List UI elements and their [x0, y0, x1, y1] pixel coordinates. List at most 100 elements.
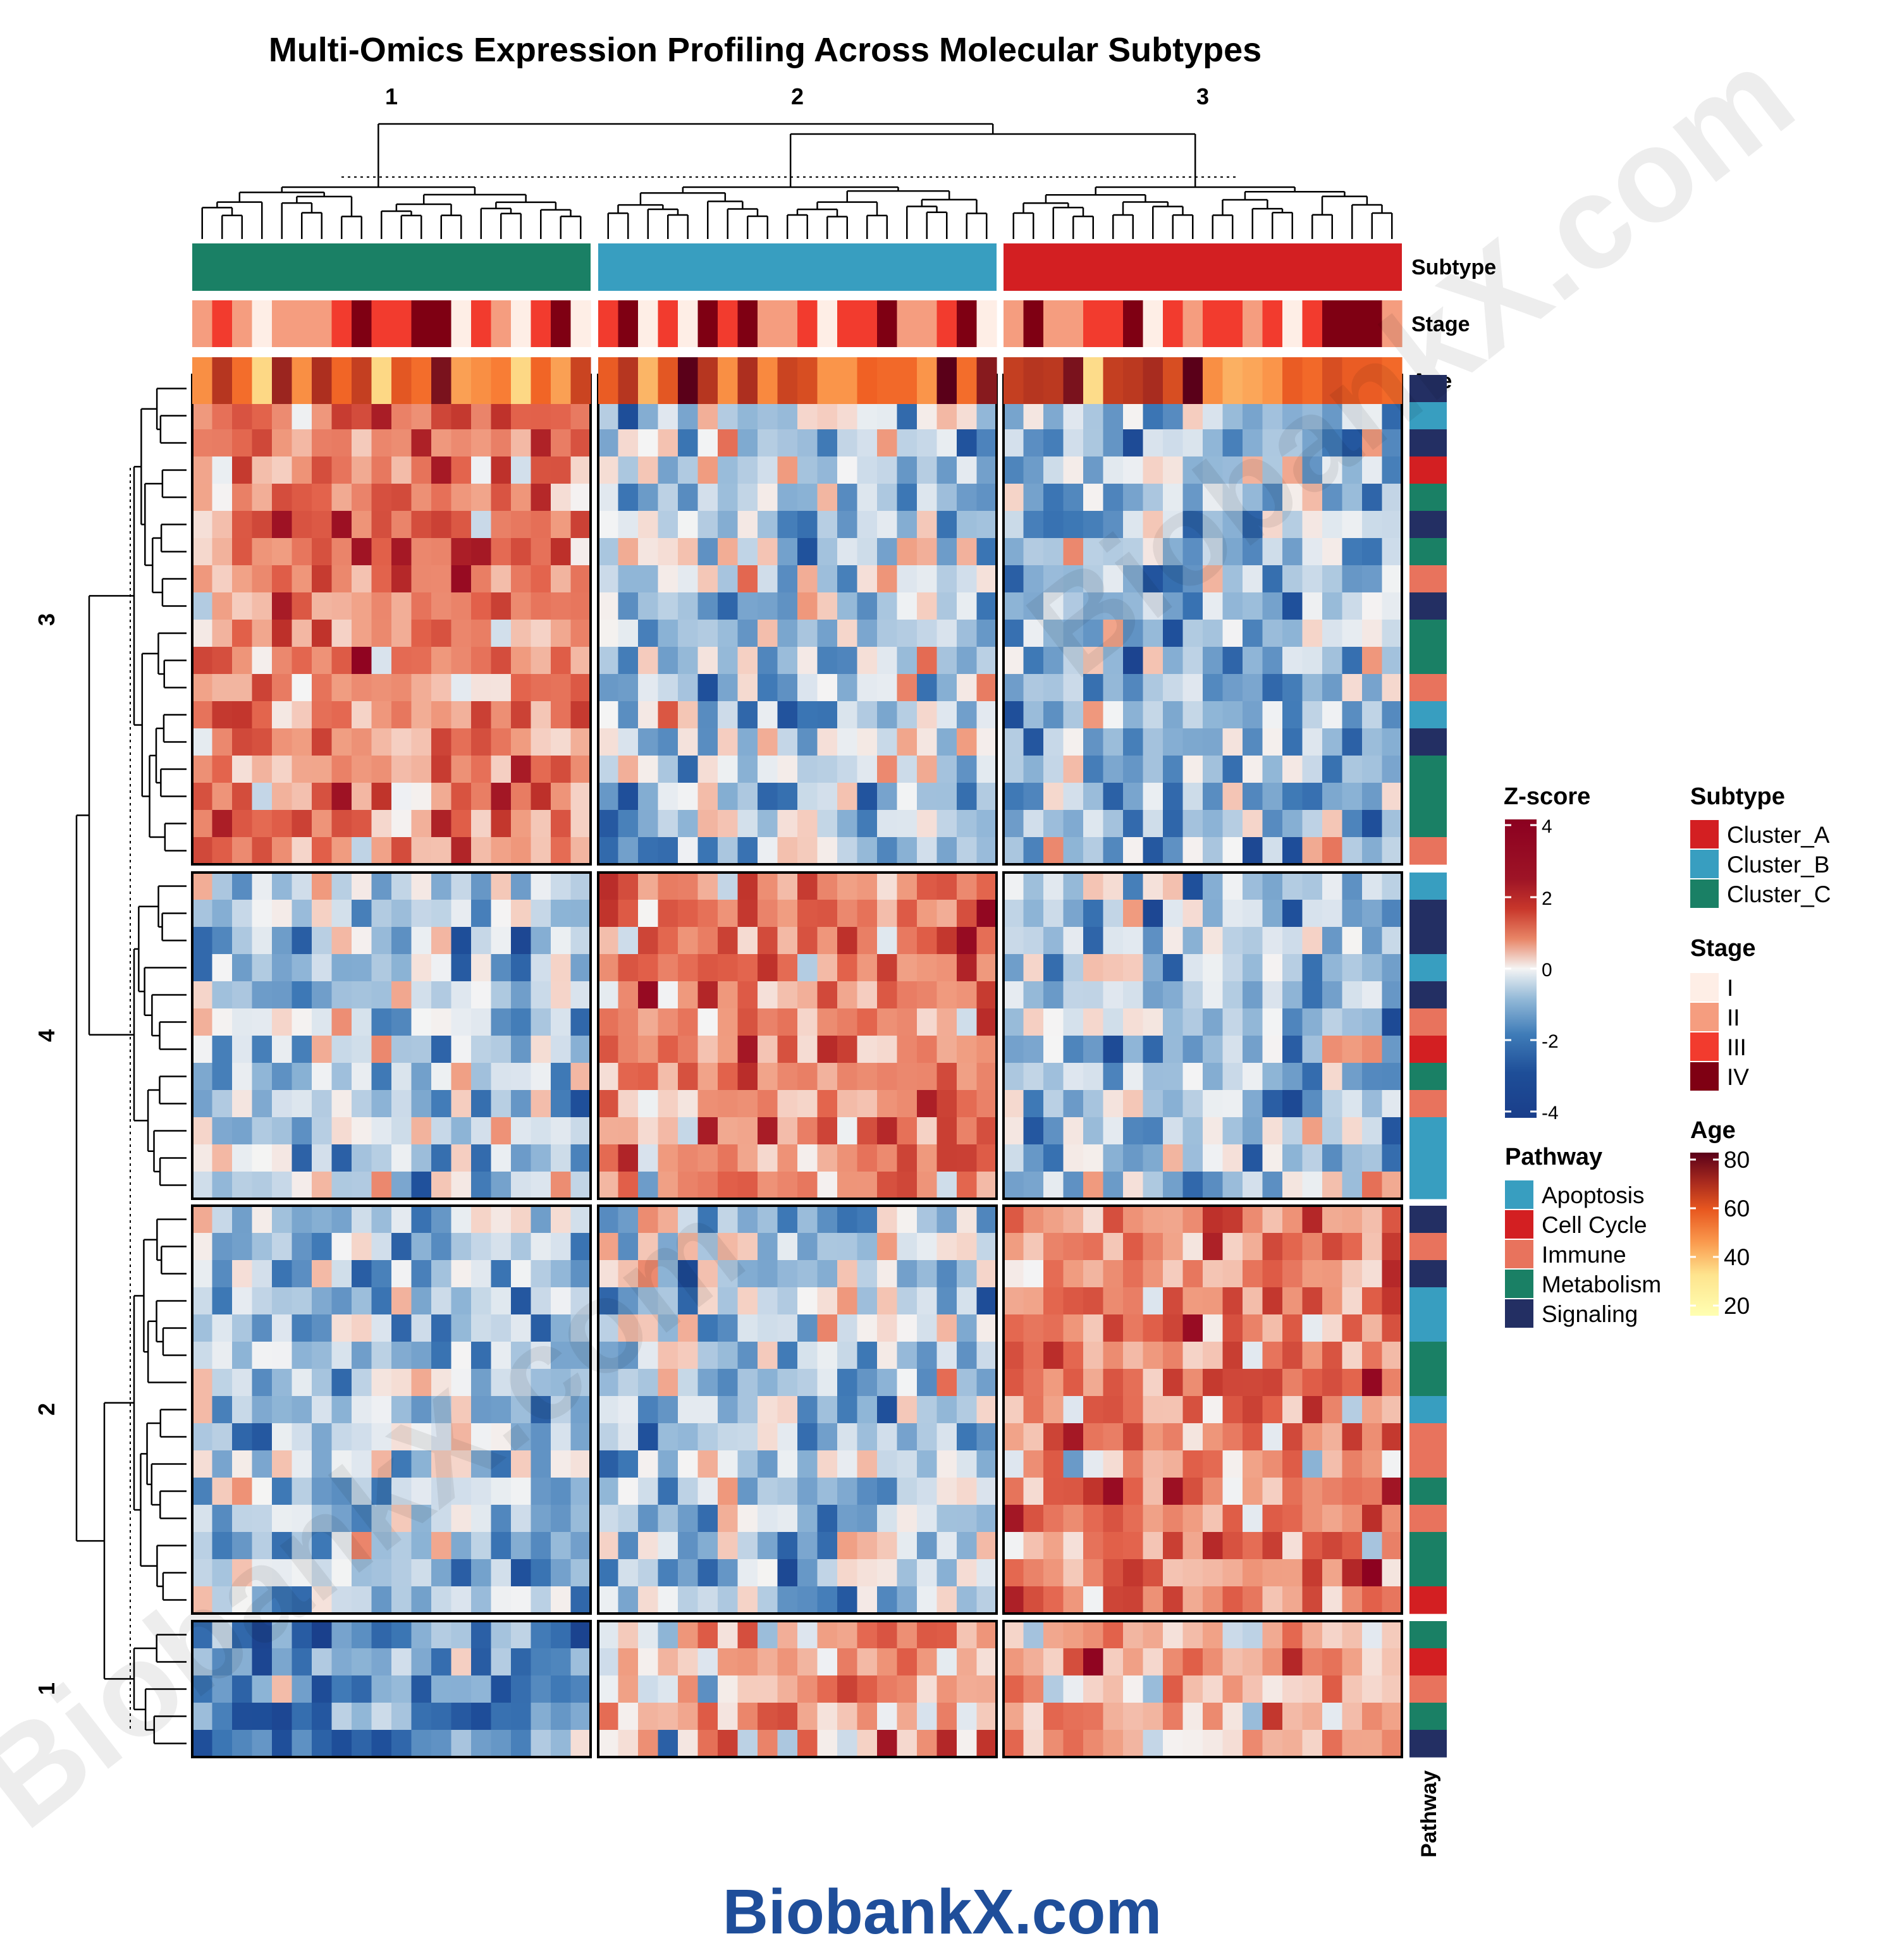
heatmap-cell — [491, 429, 512, 457]
heatmap-cell — [411, 1233, 432, 1261]
heatmap-cell — [1023, 620, 1044, 647]
legend-label: Signaling — [1542, 1301, 1638, 1327]
heatmap-cell — [797, 484, 818, 511]
heatmap-cell — [1083, 1342, 1104, 1369]
heatmap-cell — [391, 1117, 412, 1145]
heatmap-cell — [897, 873, 918, 900]
heatmap-cell — [272, 873, 293, 900]
heatmap-cell — [917, 756, 938, 783]
heatmap-cell — [777, 1621, 798, 1649]
heatmap-cell — [658, 484, 678, 511]
heatmap-cell — [1123, 1287, 1144, 1315]
heatmap-cell — [1382, 538, 1403, 566]
heatmap-cell — [531, 511, 551, 539]
heatmap-cell — [917, 1730, 938, 1758]
heatmap-cell — [1004, 927, 1024, 955]
heatmap-cell — [352, 1172, 372, 1199]
heatmap-cell — [618, 1703, 639, 1730]
heatmap-cell — [877, 981, 898, 1009]
heatmap-cell — [976, 484, 997, 511]
heatmap-cell — [1182, 701, 1203, 729]
heatmap-cell — [618, 1478, 639, 1505]
heatmap-cell — [391, 1063, 412, 1091]
heatmap-cell — [936, 837, 957, 865]
age-annotation-cell — [1182, 357, 1203, 404]
heatmap-cell — [976, 1260, 997, 1288]
stage-annotation-cell — [511, 300, 532, 347]
heatmap-cell — [391, 1505, 412, 1533]
heatmap-cell — [678, 900, 699, 928]
heatmap-cell — [758, 674, 778, 702]
heatmap-cell — [192, 429, 213, 457]
heatmap-cell — [897, 1008, 918, 1036]
heatmap-cell — [371, 954, 392, 982]
heatmap-cell — [1262, 981, 1283, 1009]
heatmap-cell — [1282, 1703, 1303, 1730]
heatmap-cell — [1362, 1621, 1383, 1649]
heatmap-cell — [618, 1036, 639, 1063]
heatmap-cell — [570, 927, 591, 955]
heatmap-cell — [312, 873, 333, 900]
heatmap-cell — [371, 1450, 392, 1478]
heatmap-cell — [272, 1008, 293, 1036]
heatmap-cell — [857, 837, 878, 865]
heatmap-cell — [331, 1621, 352, 1649]
heatmap-cell — [658, 837, 678, 865]
heatmap-cell — [391, 1260, 412, 1288]
heatmap-cell — [976, 1090, 997, 1118]
heatmap-cell — [777, 1090, 798, 1118]
heatmap-cell — [391, 1675, 412, 1703]
heatmap-cell — [1302, 981, 1323, 1009]
heatmap-cell — [511, 1008, 532, 1036]
heatmap-cell — [1382, 674, 1403, 702]
heatmap-cell — [1004, 1206, 1024, 1234]
heatmap-cell — [212, 511, 233, 539]
heatmap-cell — [1063, 620, 1084, 647]
heatmap-cell — [1123, 756, 1144, 783]
heatmap-cell — [1004, 1559, 1024, 1587]
heatmap-cell — [491, 1675, 512, 1703]
heatmap-cell — [758, 620, 778, 647]
heatmap-cell — [212, 565, 233, 593]
heatmap-cell — [252, 810, 273, 838]
heatmap-cell — [570, 1036, 591, 1063]
heatmap-cell — [252, 1287, 273, 1315]
heatmap-cell — [936, 538, 957, 566]
heatmap-cell — [1023, 429, 1044, 457]
heatmap-cell — [1222, 756, 1243, 783]
heatmap-cell — [312, 756, 333, 783]
heatmap-cell — [551, 674, 572, 702]
heatmap-cell — [491, 1008, 512, 1036]
heatmap-cell — [1023, 1586, 1044, 1614]
heatmap-cell — [1083, 511, 1104, 539]
heatmap-cell — [411, 900, 432, 928]
heatmap-cell — [1302, 783, 1323, 811]
heatmap-cell — [1043, 1450, 1064, 1478]
heatmap-cell — [1302, 456, 1323, 484]
heatmap-cell — [897, 592, 918, 620]
heatmap-cell — [1123, 592, 1144, 620]
heatmap-cell — [352, 456, 372, 484]
heatmap-cell — [1243, 429, 1263, 457]
heatmap-cell — [1083, 1621, 1104, 1649]
heatmap-cell — [1004, 674, 1024, 702]
heatmap-cell — [877, 1423, 898, 1451]
heatmap-cell — [1143, 1423, 1163, 1451]
heatmap-cell — [1302, 873, 1323, 900]
heatmap-cell — [371, 756, 392, 783]
heatmap-cell — [976, 1586, 997, 1614]
heatmap-cell — [431, 1036, 452, 1063]
heatmap-cell — [1063, 1730, 1084, 1758]
heatmap-cell — [1262, 1586, 1283, 1614]
heatmap-cell — [697, 1586, 718, 1614]
heatmap-cell — [1342, 701, 1363, 729]
heatmap-cell — [1103, 927, 1124, 955]
heatmap-cell — [371, 1144, 392, 1172]
age-annotation-cell — [797, 357, 818, 404]
heatmap-cell — [212, 484, 233, 511]
age-annotation-cell — [638, 357, 659, 404]
heatmap-cell — [957, 1730, 978, 1758]
heatmap-cell — [531, 1423, 551, 1451]
heatmap-cell — [1004, 1505, 1024, 1533]
heatmap-cell — [1342, 873, 1363, 900]
